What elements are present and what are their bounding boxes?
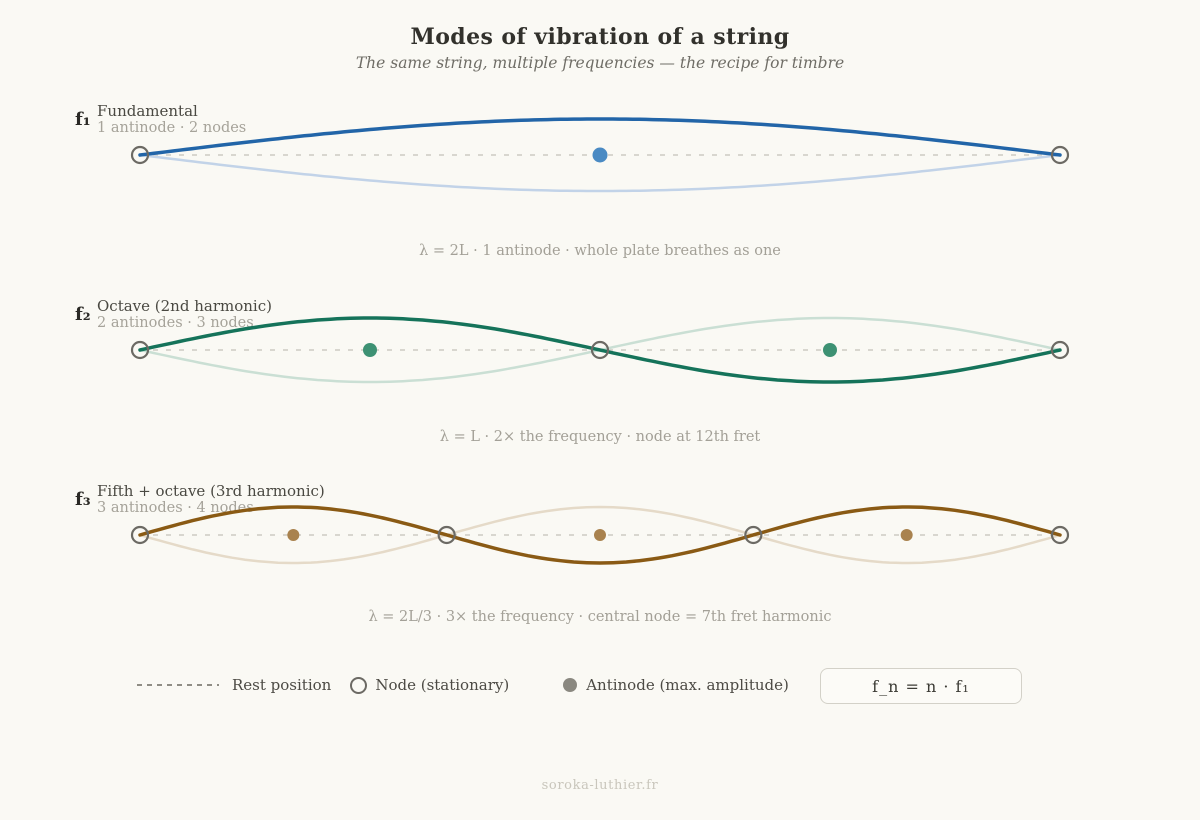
mode-row-fundamental: f₁ Fundamental 1 antinode · 2 nodes xyxy=(0,100,1200,210)
mode-name: Fundamental xyxy=(97,102,198,120)
node-circle-icon xyxy=(350,676,368,694)
mode-row-third-harmonic: f₃ Fifth + octave (3rd harmonic) 3 antin… xyxy=(0,480,1200,590)
legend: Rest position Node (stationary) Antinode… xyxy=(137,670,789,700)
legend-node-label: Node (stationary) xyxy=(375,676,510,694)
mode-detail: 2 antinodes · 3 nodes xyxy=(97,315,254,331)
footer-credit: soroka-luthier.fr xyxy=(541,778,659,793)
mode-name: Fifth + octave (3rd harmonic) xyxy=(97,482,325,500)
standing-wave-diagram-third-harmonic xyxy=(130,505,1070,565)
mode-symbol: f₃ xyxy=(75,489,91,510)
mode-row-octave: f₂ Octave (2nd harmonic) 2 antinodes · 3… xyxy=(0,295,1200,405)
rest-position-dash-icon xyxy=(137,684,219,686)
mode-caption: λ = L · 2× the frequency · node at 12th … xyxy=(439,429,761,445)
mode-caption: λ = 2L/3 · 3× the frequency · central no… xyxy=(368,609,832,625)
mode-name: Octave (2nd harmonic) xyxy=(97,297,272,315)
mode-detail: 3 antinodes · 4 nodes xyxy=(97,500,254,516)
mode-caption: λ = 2L · 1 antinode · whole plate breath… xyxy=(419,243,781,259)
page-subtitle: The same string, multiple frequencies — … xyxy=(355,54,845,72)
harmonic-formula-chip: f_n = n · f₁ xyxy=(820,668,1022,704)
standing-wave-diagram-octave xyxy=(130,316,1070,384)
mode-symbol: f₂ xyxy=(75,304,91,325)
harmonic-formula-text: f_n = n · f₁ xyxy=(872,676,970,696)
legend-antinode-label: Antinode (max. amplitude) xyxy=(586,676,789,694)
standing-wave-diagram-fundamental xyxy=(130,117,1070,193)
legend-rest-label: Rest position xyxy=(232,676,332,694)
mode-symbol: f₁ xyxy=(75,109,91,130)
antinode-dot-icon xyxy=(563,678,578,692)
page-title: Modes of vibration of a string xyxy=(410,24,790,50)
mode-detail: 1 antinode · 2 nodes xyxy=(97,120,247,136)
